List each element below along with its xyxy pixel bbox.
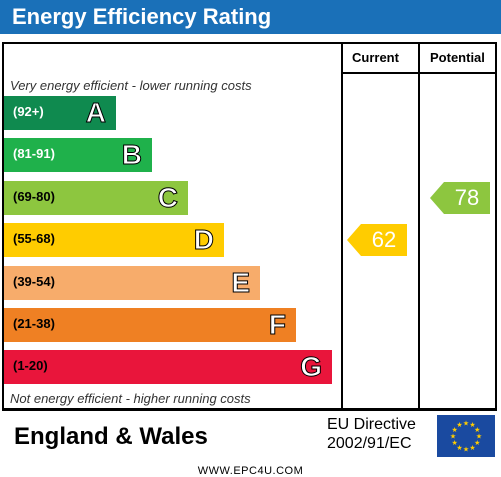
band-letter: A xyxy=(85,97,106,129)
header-bar: Energy Efficiency Rating xyxy=(0,0,501,34)
eu-star-icon: ★ xyxy=(452,439,458,447)
eu-star-icon: ★ xyxy=(456,444,462,452)
current-rating-value: 62 xyxy=(361,224,407,257)
footer-top-rule xyxy=(2,409,497,411)
band-range-label: (21-38) xyxy=(13,316,55,331)
eu-star-icon: ★ xyxy=(450,433,456,441)
band-letter: D xyxy=(193,224,214,256)
current-rating-arrow xyxy=(347,224,361,257)
band-d: (55-68) D xyxy=(4,223,224,258)
eu-star-icon: ★ xyxy=(452,426,458,434)
band-letter: C xyxy=(157,181,178,213)
potential-rating-value: 78 xyxy=(444,181,490,214)
footer-directive-line2: 2002/91/EC xyxy=(327,435,412,452)
column-header-current: Current xyxy=(352,50,399,65)
band-range-label: (39-54) xyxy=(13,273,55,289)
band-range-label: (1-20) xyxy=(13,358,48,374)
band-range-label: (55-68) xyxy=(13,231,55,247)
eu-star-icon: ★ xyxy=(469,444,475,452)
eu-star-icon: ★ xyxy=(456,421,462,429)
eu-star-icon: ★ xyxy=(463,446,469,454)
page-title: Energy Efficiency Rating xyxy=(12,4,272,29)
band-b: (81-91) B xyxy=(4,138,152,173)
column-header-rule xyxy=(341,72,497,74)
footer-directive-line1: EU Directive xyxy=(327,416,416,433)
band-range-label: (69-80) xyxy=(13,188,55,204)
eu-star-icon: ★ xyxy=(474,439,480,447)
band-letter: G xyxy=(300,351,323,383)
watermark: WWW.EPC4U.COM xyxy=(197,465,304,477)
band-letter: B xyxy=(121,139,142,171)
footer-country: England & Wales xyxy=(14,423,208,450)
divider-current xyxy=(341,42,343,410)
band-letter: F xyxy=(268,309,286,341)
eu-star-icon: ★ xyxy=(474,426,480,434)
current-rating-pointer: 62 xyxy=(347,224,407,257)
eu-star-icon: ★ xyxy=(469,421,475,429)
eu-flag-icon: ★ ★ ★ ★ ★ ★ ★ ★ ★ ★ ★ ★ xyxy=(437,415,495,457)
eu-star-icon: ★ xyxy=(476,433,482,441)
divider-potential xyxy=(418,42,420,410)
band-g: (1-20) G xyxy=(4,350,332,385)
potential-rating-pointer: 78 xyxy=(430,181,490,214)
band-c: (69-80) C xyxy=(4,180,188,215)
eu-star-icon: ★ xyxy=(463,420,469,428)
band-letter: E xyxy=(231,266,251,298)
band-e: (39-54) E xyxy=(4,265,260,300)
column-header-potential: Potential xyxy=(430,50,485,65)
note-bottom: Not energy efficient - higher running co… xyxy=(10,391,251,406)
band-a: (92+) A xyxy=(4,96,116,130)
potential-rating-arrow xyxy=(430,181,444,214)
band-f: (21-38) F xyxy=(4,308,296,342)
note-top: Very energy efficient - lower running co… xyxy=(10,78,252,93)
band-range-label: (81-91) xyxy=(13,146,55,162)
band-range-label: (92+) xyxy=(13,104,44,119)
